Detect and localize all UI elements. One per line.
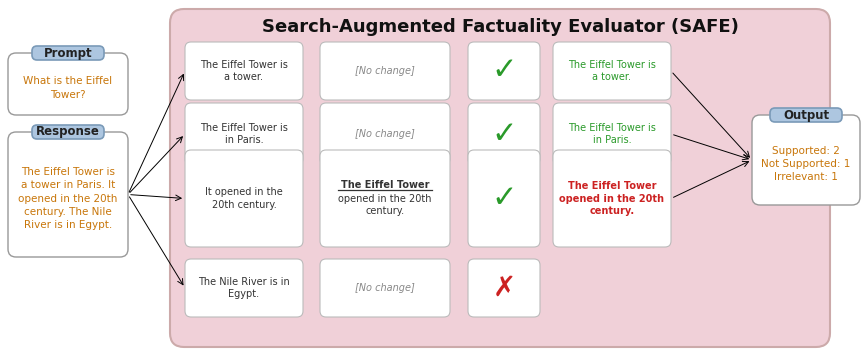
Text: [No change]: [No change] [355,129,415,139]
Text: The Eiffel Tower is
a tower in Paris. It
opened in the 20th
century. The Nile
Ri: The Eiffel Tower is a tower in Paris. It… [18,167,118,230]
FancyBboxPatch shape [32,46,104,60]
FancyBboxPatch shape [8,132,128,257]
Text: [No change]: [No change] [355,66,415,76]
Text: Response: Response [36,126,100,138]
FancyBboxPatch shape [553,42,671,100]
Text: ✓: ✓ [492,120,517,148]
Text: ✓: ✓ [492,56,517,86]
FancyBboxPatch shape [752,115,860,205]
Text: What is the Eiffel
Tower?: What is the Eiffel Tower? [23,76,113,100]
FancyBboxPatch shape [320,103,450,165]
FancyBboxPatch shape [320,42,450,100]
FancyBboxPatch shape [185,150,303,247]
Text: The Eiffel Tower
opened in the 20th
century.: The Eiffel Tower opened in the 20th cent… [559,181,664,216]
Text: ✗: ✗ [492,274,516,302]
FancyBboxPatch shape [32,125,104,139]
Text: 4. Rate using
Google Search.: 4. Rate using Google Search. [564,50,659,72]
Text: The Eiffel Tower: The Eiffel Tower [341,180,429,191]
FancyBboxPatch shape [8,53,128,115]
FancyBboxPatch shape [468,42,540,100]
FancyBboxPatch shape [553,150,671,247]
Text: 2. Revise to be
self-contained.: 2. Revise to be self-contained. [338,50,432,72]
Text: The Eiffel Tower is
a tower.: The Eiffel Tower is a tower. [568,60,656,82]
FancyBboxPatch shape [185,103,303,165]
Text: The Eiffel Tower is
in Paris.: The Eiffel Tower is in Paris. [568,123,656,145]
FancyBboxPatch shape [185,42,303,100]
Text: It opened in the
20th century.: It opened in the 20th century. [205,187,283,210]
FancyBboxPatch shape [770,108,842,122]
FancyBboxPatch shape [468,259,540,317]
FancyBboxPatch shape [553,103,671,165]
Text: 3. Check
relevance: 3. Check relevance [473,50,534,72]
Text: Output: Output [783,109,829,121]
FancyBboxPatch shape [468,103,540,165]
Text: ✓: ✓ [492,184,517,213]
FancyBboxPatch shape [320,259,450,317]
Text: The Eiffel Tower is
in Paris.: The Eiffel Tower is in Paris. [200,123,288,145]
FancyBboxPatch shape [320,150,450,247]
Text: Search-Augmented Factuality Evaluator (SAFE): Search-Augmented Factuality Evaluator (S… [262,18,739,36]
Text: century.: century. [365,207,405,217]
Text: The Nile River is in
Egypt.: The Nile River is in Egypt. [199,277,290,299]
Text: Supported: 2
Not Supported: 1
Irrelevant: 1: Supported: 2 Not Supported: 1 Irrelevant… [761,146,851,182]
Text: The Eiffel Tower is
a tower.: The Eiffel Tower is a tower. [200,60,288,82]
Text: 1. Split into
individual facts.: 1. Split into individual facts. [194,50,294,72]
Text: opened in the 20th: opened in the 20th [338,193,432,203]
FancyBboxPatch shape [170,9,830,347]
Text: Prompt: Prompt [43,47,92,60]
FancyBboxPatch shape [468,150,540,247]
Text: [No change]: [No change] [355,283,415,293]
FancyBboxPatch shape [185,259,303,317]
